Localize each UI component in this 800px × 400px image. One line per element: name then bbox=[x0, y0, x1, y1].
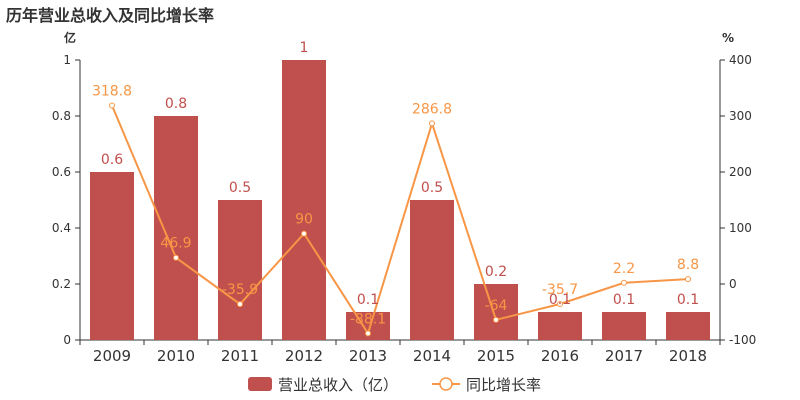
bar-value-label: 0.1 bbox=[549, 292, 571, 308]
bar-series bbox=[90, 60, 710, 340]
line-value-label: 286.8 bbox=[412, 101, 452, 117]
data-labels: 0.6 0.8 0.5 1 0.1 0.5 0.2 0.1 0.1 0.1 318.8 46.9 -35… bbox=[92, 40, 699, 327]
growth-line bbox=[111, 105, 689, 336]
bar-value-label: 0.5 bbox=[229, 180, 251, 196]
x-tick-label: 2014 bbox=[413, 347, 451, 365]
x-tick-label: 2013 bbox=[349, 347, 387, 365]
y-left-tick-label: 0.4 bbox=[52, 221, 71, 235]
y-right-unit: % bbox=[722, 31, 734, 45]
x-tick-label: 2009 bbox=[93, 347, 131, 365]
y-right-tick-label: 0 bbox=[729, 277, 737, 291]
line-value-label: -88.1 bbox=[350, 311, 386, 327]
y-right-tick-label: 400 bbox=[729, 53, 752, 67]
bar bbox=[154, 116, 198, 340]
line-value-label: -64 bbox=[485, 298, 508, 314]
x-tick-label: 2011 bbox=[221, 347, 259, 365]
x-tick-label: 2015 bbox=[477, 347, 515, 365]
line-value-label: -35.9 bbox=[222, 282, 258, 298]
bar bbox=[474, 284, 518, 340]
bar-value-label: 0.2 bbox=[485, 264, 507, 280]
y-left-tick-label: 0 bbox=[63, 333, 71, 347]
bar-value-label: 0.1 bbox=[613, 292, 635, 308]
line-value-label: 8.8 bbox=[677, 257, 699, 273]
x-tick-label: 2018 bbox=[669, 347, 707, 365]
line-point bbox=[557, 300, 563, 307]
bar bbox=[666, 312, 710, 340]
bar bbox=[410, 200, 454, 340]
bar bbox=[218, 200, 262, 340]
line-point bbox=[237, 301, 243, 308]
bar-value-label: 0.6 bbox=[101, 152, 123, 168]
y-left-tick-label: 1 bbox=[63, 53, 71, 67]
line-point bbox=[493, 316, 499, 323]
y-left-tick-label: 0.6 bbox=[52, 165, 71, 179]
y-right-tick-label: 300 bbox=[729, 109, 752, 123]
bar-value-label: 0.5 bbox=[421, 180, 443, 196]
bar bbox=[90, 172, 134, 340]
y-left-tick-label: 0.8 bbox=[52, 109, 71, 123]
legend[interactable]: 营业总收入（亿） 同比增长率 bbox=[248, 376, 541, 394]
legend-line-marker bbox=[439, 377, 453, 391]
bar-value-label: 0.1 bbox=[677, 292, 699, 308]
chart-title: 历年营业总收入及同比增长率 bbox=[6, 6, 215, 25]
x-tick-label: 2017 bbox=[605, 347, 643, 365]
line-point bbox=[301, 230, 307, 237]
legend-line-label: 同比增长率 bbox=[466, 376, 541, 394]
y-right-tick-label: 100 bbox=[729, 221, 752, 235]
y-left-unit: 亿 bbox=[64, 30, 76, 45]
y-left-tick-label: 0.2 bbox=[52, 277, 71, 291]
line-value-label: 2.2 bbox=[613, 261, 635, 277]
x-tick-label: 2012 bbox=[285, 347, 323, 365]
line-point bbox=[429, 120, 435, 127]
line-series bbox=[109, 102, 691, 337]
bar bbox=[602, 312, 646, 340]
bar bbox=[538, 312, 582, 340]
line-point bbox=[621, 279, 627, 286]
line-value-label: 90 bbox=[295, 212, 313, 228]
line-value-label: 318.8 bbox=[92, 83, 132, 99]
bar-value-label: 1 bbox=[300, 40, 309, 56]
x-tick-label: 2016 bbox=[541, 347, 579, 365]
line-value-label: 46.9 bbox=[160, 236, 191, 252]
bar-value-label: 0.8 bbox=[165, 96, 187, 112]
line-point bbox=[685, 276, 691, 283]
legend-bar-label: 营业总收入（亿） bbox=[278, 376, 398, 394]
bar bbox=[282, 60, 326, 340]
line-point bbox=[109, 102, 115, 109]
line-point bbox=[173, 254, 179, 261]
y-right-tick-label: -100 bbox=[729, 333, 756, 347]
y-right-tick-label: 200 bbox=[729, 165, 752, 179]
x-tick-label: 2010 bbox=[157, 347, 195, 365]
line-point bbox=[365, 330, 371, 337]
legend-bar-swatch bbox=[248, 377, 272, 391]
bar-value-label: 0.1 bbox=[357, 292, 379, 308]
line-value-label: -35.7 bbox=[542, 282, 578, 298]
